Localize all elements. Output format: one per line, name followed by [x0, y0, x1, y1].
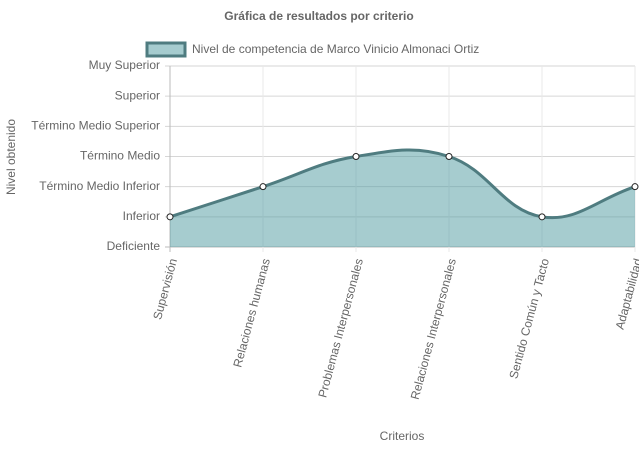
y-axis-title: Nivel obtenido: [4, 119, 18, 195]
point: [166, 213, 174, 221]
x-tick-label: Sentido Común y Tacto: [506, 257, 552, 381]
y-tick-label: Término Medio Inferior: [39, 179, 160, 193]
x-tick-label: Supervisión: [150, 257, 180, 321]
y-tick-label: Término Medio Superior: [31, 119, 160, 133]
point: [259, 183, 267, 191]
point: [352, 153, 360, 160]
x-tick-label: Relaciones Interpersonales: [408, 257, 459, 401]
x-tick-label: Problemas Interpersonales: [315, 257, 366, 399]
x-axis-title: Criterios: [380, 429, 425, 443]
point: [445, 153, 453, 160]
y-tick-label: Deficiente: [107, 239, 161, 253]
y-tick-label: Inferior: [123, 209, 160, 223]
area: [170, 150, 635, 247]
x-tick-label: Adaptabilidad: [613, 257, 639, 331]
y-tick-label: Término Medio: [80, 149, 160, 163]
y-tick-label: Muy Superior: [89, 58, 160, 72]
point: [631, 183, 639, 191]
line: [169, 148, 636, 220]
chart-title: Gráfica de resultados por criterio: [224, 9, 413, 23]
legend-label: Nivel de competencia de Marco Vinicio Al…: [192, 42, 479, 56]
point: [538, 213, 546, 221]
legend-swatch: [145, 41, 187, 58]
x-tick-label: Relaciones humanas: [230, 257, 273, 369]
y-tick-label: Superior: [115, 88, 160, 102]
